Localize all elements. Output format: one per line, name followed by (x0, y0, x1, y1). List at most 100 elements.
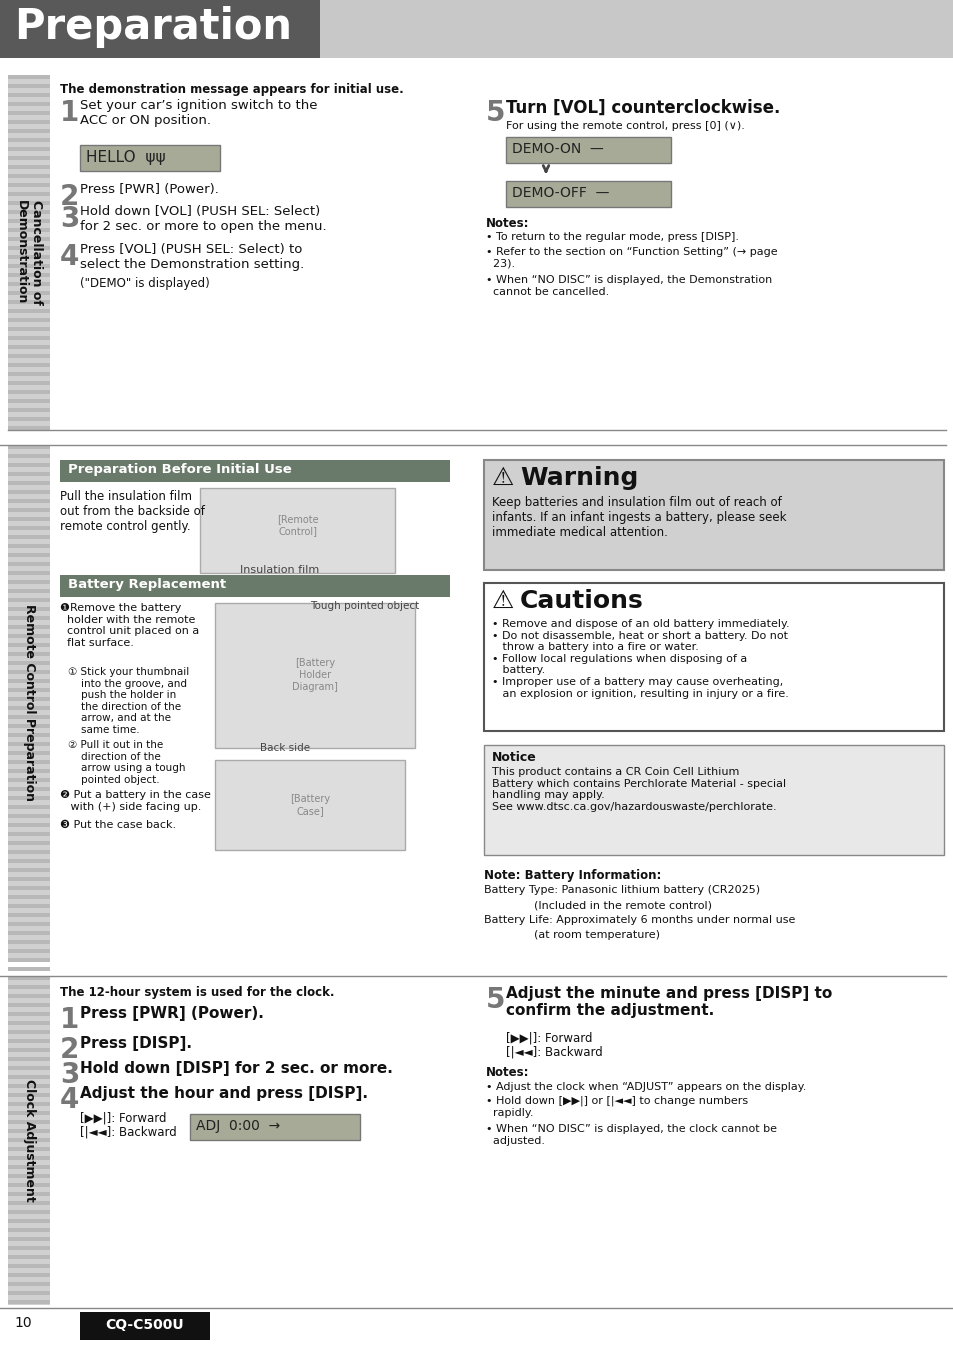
Bar (8, 218, 50, 222)
Bar (8, 1020, 50, 1024)
Text: • When “NO DISC” is displayed, the Demonstration
  cannot be cancelled.: • When “NO DISC” is displayed, the Demon… (485, 275, 771, 297)
Text: 4: 4 (60, 1086, 79, 1113)
Text: 3: 3 (60, 205, 79, 233)
Text: The 12-hour system is used for the clock.: The 12-hour system is used for the clock… (60, 985, 335, 999)
Bar (8, 228, 50, 232)
Bar (8, 652, 50, 656)
Bar (8, 156, 50, 160)
Text: Press [DISP].: Press [DISP]. (80, 1037, 192, 1051)
Bar (8, 1211, 50, 1215)
Bar (8, 102, 50, 106)
Bar (8, 1138, 50, 1142)
Bar (8, 282, 50, 286)
Bar (8, 832, 50, 836)
Bar (8, 553, 50, 557)
Bar (8, 445, 50, 449)
Text: [Remote
Control]: [Remote Control] (277, 514, 318, 535)
Bar (8, 84, 50, 88)
Text: 5: 5 (485, 98, 505, 127)
Bar (8, 174, 50, 178)
Bar (8, 706, 50, 710)
Bar (8, 634, 50, 638)
Text: Warning: Warning (519, 466, 638, 491)
Text: • Hold down [▶▶|] or [|◄◄] to change numbers
  rapidly.: • Hold down [▶▶|] or [|◄◄] to change num… (485, 1096, 747, 1117)
Bar (8, 274, 50, 276)
Text: 4: 4 (60, 243, 79, 271)
Bar (8, 751, 50, 755)
Text: CQ-C500U: CQ-C500U (106, 1318, 184, 1332)
Bar (8, 408, 50, 412)
Text: This product contains a CR Coin Cell Lithium
Battery which contains Perchlorate : This product contains a CR Coin Cell Lit… (492, 767, 785, 811)
Bar (8, 958, 50, 962)
Text: [|◄◄]: Backward: [|◄◄]: Backward (80, 1126, 176, 1139)
Bar (8, 905, 50, 909)
Bar (8, 535, 50, 539)
Bar (8, 859, 50, 863)
Bar (8, 589, 50, 593)
Bar (8, 545, 50, 549)
Bar (8, 1012, 50, 1016)
Bar (8, 328, 50, 332)
Bar (8, 445, 50, 960)
Bar (214, 760, 405, 851)
Bar (8, 183, 50, 187)
Bar (8, 336, 50, 340)
Bar (0, 0, 319, 58)
Text: Preparation: Preparation (14, 5, 292, 49)
Bar (8, 164, 50, 168)
Text: DEMO-ON  —: DEMO-ON — (512, 142, 603, 156)
Bar (8, 1111, 50, 1115)
Bar (8, 1299, 50, 1304)
Bar (8, 1246, 50, 1250)
Bar (8, 993, 50, 998)
Bar (8, 841, 50, 845)
Bar (8, 147, 50, 151)
Bar (8, 417, 50, 421)
Bar (8, 670, 50, 674)
Text: Press [VOL] (PUSH SEL: Select) to
select the Demonstration setting.: Press [VOL] (PUSH SEL: Select) to select… (80, 243, 304, 271)
Bar (8, 697, 50, 701)
Bar (8, 1074, 50, 1078)
Bar (8, 75, 50, 430)
Bar (8, 345, 50, 349)
Bar (8, 1165, 50, 1169)
Bar (8, 814, 50, 818)
Bar (8, 886, 50, 890)
Bar (214, 603, 415, 748)
Text: • Refer to the section on “Function Setting” (→ page
  23).: • Refer to the section on “Function Sett… (485, 247, 777, 268)
Bar (8, 878, 50, 882)
Bar (8, 572, 50, 576)
Bar (8, 976, 50, 1305)
Bar (80, 146, 220, 171)
Bar (8, 75, 50, 80)
Bar (8, 1273, 50, 1277)
Text: Notes:: Notes: (485, 217, 529, 231)
Bar (8, 120, 50, 124)
Bar (200, 488, 395, 573)
Bar (8, 851, 50, 855)
Text: Adjust the minute and press [DISP] to
confirm the adjustment.: Adjust the minute and press [DISP] to co… (505, 985, 831, 1018)
Text: [▶▶|]: Forward: [▶▶|]: Forward (80, 1111, 167, 1124)
Text: 1: 1 (60, 98, 79, 127)
Bar (8, 868, 50, 872)
Bar (8, 462, 50, 466)
Text: ❷ Put a battery in the case
   with (+) side facing up.: ❷ Put a battery in the case with (+) sid… (60, 790, 211, 811)
Text: Notes:: Notes: (485, 1066, 529, 1078)
Bar (8, 318, 50, 322)
Bar (8, 940, 50, 944)
Bar (8, 264, 50, 268)
Bar (8, 1157, 50, 1161)
Bar (8, 687, 50, 692)
Text: ⚠: ⚠ (492, 466, 514, 491)
Bar (8, 129, 50, 133)
Text: Cautions: Cautions (519, 589, 643, 613)
Text: The demonstration message appears for initial use.: The demonstration message appears for in… (60, 84, 403, 96)
Bar (8, 309, 50, 313)
Bar (8, 1030, 50, 1034)
Text: Battery Replacement: Battery Replacement (68, 578, 226, 590)
Bar (8, 1192, 50, 1196)
Bar (8, 679, 50, 683)
Bar (8, 1147, 50, 1151)
Text: 1: 1 (60, 1006, 79, 1034)
Bar (8, 768, 50, 772)
